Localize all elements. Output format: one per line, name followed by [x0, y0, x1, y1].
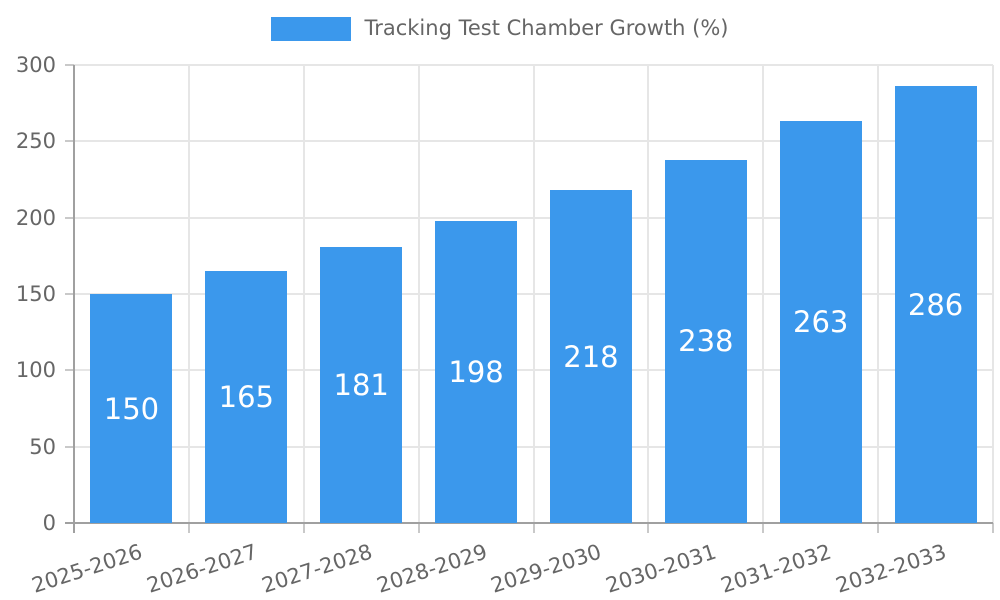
- y-axis-tick-mark: [65, 64, 74, 66]
- x-axis-tick-mark: [187, 523, 190, 533]
- y-axis-tick-mark: [65, 216, 74, 219]
- bar-value-label: 263: [793, 305, 849, 340]
- chart-legend[interactable]: Tracking Test Chamber Growth (%): [0, 16, 1000, 41]
- gridline-vertical: [302, 65, 305, 523]
- bar-value-label: 181: [333, 367, 389, 402]
- bar: 238: [664, 159, 747, 523]
- bar: 286: [894, 86, 977, 523]
- y-axis-tick-label: 150: [15, 282, 56, 306]
- x-axis-tick-mark: [647, 523, 650, 533]
- x-axis-tick-label: 2028-2029: [373, 539, 490, 598]
- bar-value-label: 165: [218, 380, 274, 415]
- bar-value-label: 238: [678, 324, 734, 359]
- x-axis-tick-mark: [417, 523, 420, 533]
- gridline-vertical: [877, 65, 880, 523]
- x-axis-tick-label: 2032-2033: [832, 539, 950, 598]
- x-axis-line: [65, 522, 993, 524]
- x-axis-tick-label: 2031-2032: [718, 539, 835, 598]
- bar-value-label: 218: [563, 339, 619, 374]
- bar: 181: [320, 246, 403, 523]
- y-axis-tick-label: 100: [15, 358, 56, 383]
- x-axis-tick-label: 2025-2026: [28, 539, 146, 598]
- bar: 263: [779, 121, 862, 523]
- x-axis-tick-label: 2030-2031: [603, 539, 720, 598]
- y-axis-tick-label: 0: [42, 511, 56, 535]
- y-axis-tick-mark: [65, 445, 74, 448]
- bar: 165: [205, 271, 288, 523]
- x-axis-tick-mark: [762, 523, 765, 533]
- x-axis-tick-label: 2026-2027: [143, 539, 261, 598]
- x-axis-tick-mark: [877, 523, 880, 533]
- y-axis-tick-label: 300: [15, 53, 56, 77]
- legend-label: Tracking Test Chamber Growth (%): [364, 16, 729, 40]
- y-axis-tick-mark: [65, 140, 74, 143]
- x-axis-tick-mark: [302, 523, 305, 533]
- y-axis-tick-label: 50: [29, 434, 56, 459]
- bar-value-label: 286: [907, 287, 964, 322]
- bar: 218: [549, 190, 632, 523]
- y-axis-line: [73, 65, 75, 533]
- bar: 150: [90, 294, 173, 523]
- gridline-vertical: [647, 65, 650, 523]
- gridline-vertical: [417, 65, 420, 523]
- x-axis-tick-label: 2029-2030: [488, 539, 605, 598]
- x-axis-tick-label: 2027-2028: [258, 539, 375, 598]
- bar: 198: [435, 220, 518, 523]
- x-axis-tick-mark: [992, 523, 994, 533]
- bar-value-label: 150: [103, 391, 160, 426]
- bar-value-label: 198: [448, 354, 504, 389]
- y-axis-tick-label: 250: [15, 129, 56, 154]
- y-axis-tick-label: 200: [15, 205, 56, 230]
- y-axis-tick-mark: [65, 369, 74, 372]
- x-axis-tick-mark: [532, 523, 535, 533]
- gridline-vertical: [187, 65, 190, 523]
- gridline-vertical: [532, 65, 535, 523]
- gridline-vertical: [992, 65, 994, 523]
- legend-swatch-icon: [271, 16, 352, 41]
- gridline-vertical: [762, 65, 765, 523]
- y-axis-tick-mark: [65, 293, 74, 295]
